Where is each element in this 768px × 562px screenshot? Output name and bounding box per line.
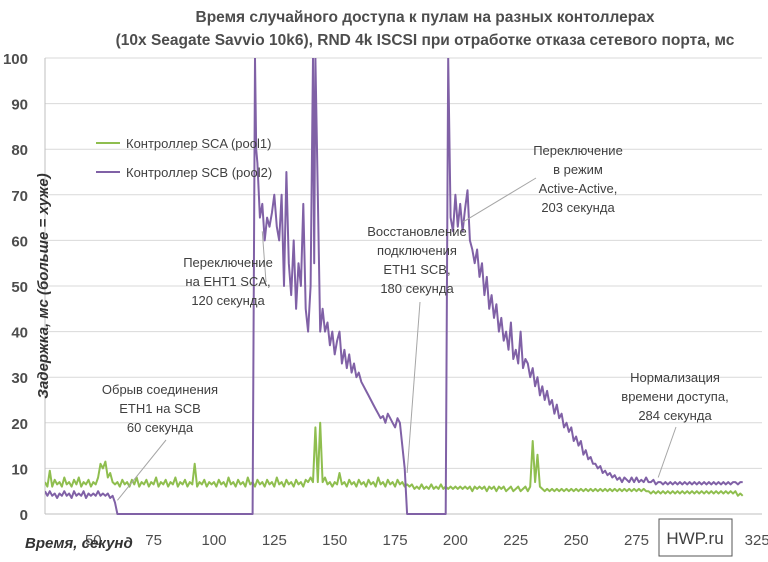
annotation-leader bbox=[462, 177, 537, 223]
annotation-text: Переключение bbox=[533, 143, 623, 158]
annotation: Нормализация времени доступа, 284 секунда bbox=[621, 370, 729, 478]
x-tick-label: 100 bbox=[201, 532, 226, 549]
annotation-text: Обрыв соединения bbox=[102, 382, 218, 397]
x-tick-label: 200 bbox=[443, 532, 468, 549]
series-line-sca bbox=[45, 421, 744, 497]
annotation-text: 60 секунда bbox=[127, 420, 194, 435]
annotation-text: на EHT1 SCA, bbox=[185, 274, 270, 289]
watermark-text: HWP.ru bbox=[666, 529, 723, 548]
y-tick-label: 70 bbox=[11, 188, 28, 205]
annotation: Переключение на EHT1 SCA, 120 секунда bbox=[183, 231, 273, 308]
annotation-text: Нормализация bbox=[630, 370, 720, 385]
annotation-leader bbox=[657, 426, 677, 478]
annotation: Обрыв соединения ETH1 на SCB 60 секунда bbox=[102, 382, 218, 501]
annotation-leader bbox=[261, 231, 267, 283]
annotation-text: времени доступа, bbox=[621, 389, 728, 404]
x-tick-label: 75 bbox=[145, 532, 162, 549]
y-tick-label: 90 bbox=[11, 97, 28, 114]
x-tick-label: 250 bbox=[564, 532, 589, 549]
y-tick-label: 0 bbox=[20, 507, 28, 524]
x-tick-label: 325 bbox=[745, 532, 768, 549]
annotation-text: ETH1 на SCB bbox=[119, 401, 201, 416]
annotation-text: 284 секунда bbox=[638, 408, 712, 423]
y-tick-label: 30 bbox=[11, 370, 28, 387]
legend-label: Контроллер SCB (pool2) bbox=[126, 165, 272, 180]
legend: Контроллер SCA (pool1) Контроллер SCB (po… bbox=[96, 136, 272, 180]
watermark-box bbox=[658, 518, 733, 557]
y-tick-label: 50 bbox=[11, 279, 28, 296]
gridlines bbox=[45, 57, 762, 515]
annotation-text: 203 секунда bbox=[541, 200, 615, 215]
annotation: Восстановление подключения ETH1 SCB, 180 се… bbox=[367, 224, 467, 473]
annotation-leader bbox=[117, 439, 167, 501]
y-tick-label: 100 bbox=[3, 51, 28, 68]
y-tick-label: 80 bbox=[11, 142, 28, 159]
x-tick-label: 225 bbox=[503, 532, 528, 549]
annotation-text: подключения bbox=[377, 243, 457, 258]
x-axis-label: Время, секунд bbox=[25, 535, 133, 552]
annotation-text: Переключение bbox=[183, 255, 273, 270]
title-line: (10x Seagate Savvio 10k6), RND 4k ISCSI … bbox=[116, 32, 735, 49]
y-tick-label: 10 bbox=[11, 461, 28, 478]
annotation-text: 120 секунда bbox=[191, 293, 265, 308]
legend-label: Контроллер SCA (pool1) bbox=[126, 136, 271, 151]
x-tick-label: 125 bbox=[262, 532, 287, 549]
series-line-scb bbox=[45, 58, 743, 515]
y-axis-label: Задержка, мс (больше = хуже) bbox=[35, 173, 52, 398]
chart-title: Время случайного доступа к пулам на разн… bbox=[116, 9, 735, 49]
x-tick-label: 50 bbox=[85, 532, 102, 549]
annotation-text: Active-Active, bbox=[539, 181, 618, 196]
annotation-leader bbox=[406, 301, 421, 473]
y-tick-label: 60 bbox=[11, 233, 28, 250]
x-tick-label: 175 bbox=[383, 532, 408, 549]
annotation: Переключение в режим Active-Active, 203 сек… bbox=[462, 143, 623, 223]
annotation-text: 180 секунда bbox=[380, 281, 454, 296]
y-tick-label: 40 bbox=[11, 325, 28, 342]
annotation-text: в режим bbox=[553, 162, 603, 177]
x-tick-label: 150 bbox=[322, 532, 347, 549]
hwp-watermark: HWP.ru bbox=[658, 518, 733, 557]
x-tick-label: 275 bbox=[624, 532, 649, 549]
series-lines bbox=[45, 58, 744, 515]
annotation-text: Восстановление bbox=[367, 224, 466, 239]
annotation-text: ETH1 SCB, bbox=[383, 262, 450, 277]
title-line: Время случайного доступа к пулам на разн… bbox=[196, 9, 655, 26]
annotations: Обрыв соединения ETH1 на SCB 60 секунда Пер… bbox=[102, 143, 729, 501]
y-tick-label: 20 bbox=[11, 416, 28, 433]
y-tick-labels: 0 10 20 30 40 50 60 70 80 90 100 bbox=[3, 51, 28, 524]
